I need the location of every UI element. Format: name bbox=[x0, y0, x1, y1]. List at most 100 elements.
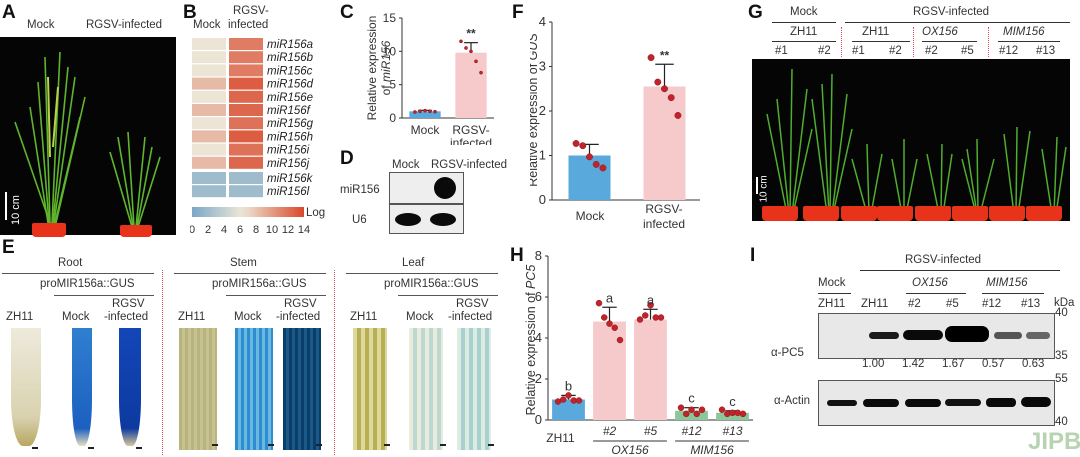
pot bbox=[841, 206, 877, 221]
data-point bbox=[565, 392, 572, 399]
heatmap-cell bbox=[192, 77, 226, 90]
data-point bbox=[418, 109, 422, 114]
panel-label-e: E bbox=[2, 237, 15, 258]
blot-band bbox=[863, 399, 899, 407]
f-xlabel-rgsv: infected bbox=[643, 217, 685, 231]
colorbar-tick-label: 14 bbox=[298, 224, 310, 236]
data-point bbox=[674, 112, 682, 119]
chart-f: 0 1 2 3 4 ** Relative expression of GUS Mock RGS… bbox=[530, 14, 700, 231]
data-point bbox=[572, 140, 580, 147]
panel-label-f: F bbox=[512, 2, 524, 23]
blot-i-actin bbox=[818, 380, 1055, 426]
panel-a-mock-label: Mock bbox=[27, 19, 55, 31]
heatmap-cell bbox=[192, 172, 226, 184]
g-line-label: #2 bbox=[889, 45, 902, 57]
panel-label-a: A bbox=[2, 2, 16, 23]
heatmap-cell bbox=[192, 104, 226, 116]
c-xlabel-rgsv: infected bbox=[450, 136, 492, 145]
pot-rgsv bbox=[120, 225, 152, 237]
gus-stained-root-sample bbox=[72, 328, 92, 446]
h-xlabel: #13 bbox=[722, 424, 742, 438]
panel-a-rgsv-label: RGSV-infected bbox=[86, 19, 163, 31]
e-tissue-line bbox=[2, 273, 154, 274]
data-point bbox=[734, 409, 741, 417]
data-point bbox=[469, 49, 473, 54]
i-underline bbox=[906, 293, 966, 294]
heatmap-cell bbox=[192, 51, 226, 64]
heatmap-colorbar: Log 0 2 4 6 8 10 12 14 bbox=[190, 207, 325, 236]
g-line-label: #13 bbox=[1036, 45, 1056, 57]
data-point bbox=[654, 78, 662, 86]
y-tick-label: 2 bbox=[535, 371, 542, 386]
heatmap-row-label: miR156f bbox=[267, 105, 312, 117]
blot-d-mir156 bbox=[389, 172, 464, 204]
g-divider bbox=[841, 27, 842, 57]
blot-band bbox=[994, 332, 1022, 339]
i-subgroup-ox156: OX156 bbox=[912, 277, 948, 289]
e-sample-mock: Mock bbox=[62, 311, 90, 323]
data-point bbox=[667, 94, 675, 102]
e-sample-mock: Mock bbox=[406, 311, 434, 323]
e-sample-mock: Mock bbox=[234, 311, 262, 323]
heatmap-cell bbox=[229, 156, 263, 169]
c-xlabel-rgsv: RGSV- bbox=[452, 123, 489, 137]
bar bbox=[593, 321, 626, 420]
i-lane-label: ZH11 bbox=[818, 298, 846, 310]
tissue-scale-bar bbox=[316, 444, 322, 446]
panel-label-g: G bbox=[748, 2, 763, 23]
e-sample-zh11: ZH11 bbox=[6, 311, 34, 323]
gus-stained-leaf-sample bbox=[409, 328, 443, 450]
h-group-label-ox156: OX156 bbox=[611, 443, 649, 457]
significance-letter: c bbox=[688, 391, 695, 406]
h-xlabel: #5 bbox=[644, 424, 658, 438]
colorbar-tick-label: 8 bbox=[253, 224, 259, 236]
i-lane-label: #12 bbox=[982, 298, 1002, 310]
i-pc5-label: α-PC5 bbox=[771, 347, 804, 359]
data-point bbox=[606, 320, 613, 327]
blot-band bbox=[1026, 332, 1050, 339]
blot-band bbox=[905, 399, 941, 407]
e-sample-rgsv: RGSV bbox=[284, 298, 317, 310]
panel-label-h: H bbox=[510, 245, 524, 266]
e-sample-rgsv: RGSV bbox=[112, 298, 145, 310]
heatmap-col-rgsv-line2: infected bbox=[228, 19, 269, 31]
data-point bbox=[677, 404, 685, 411]
panel-label-d: D bbox=[340, 148, 354, 169]
blot-band bbox=[430, 213, 456, 226]
i-group-rgsv: RGSV-infected bbox=[905, 254, 982, 266]
e-construct-label: proMIR156a::GUS bbox=[40, 278, 135, 290]
g-subgroup-ox156: OX156 bbox=[922, 26, 958, 38]
blot-band bbox=[827, 400, 857, 406]
data-point bbox=[423, 108, 427, 113]
tissue-scale-bar bbox=[440, 444, 446, 446]
h-xlabel: ZH11 bbox=[546, 431, 575, 445]
heatmap-row-label: miR156c bbox=[267, 65, 313, 77]
i-marker: 40 bbox=[1055, 416, 1068, 428]
gus-stained-stem-sample bbox=[235, 328, 273, 450]
gus-stained-root-sample bbox=[11, 328, 41, 446]
rice-plants-illustration bbox=[14, 51, 161, 228]
i-actin-label: α-Actin bbox=[774, 395, 811, 407]
heatmap-row-label: miR156b bbox=[267, 52, 314, 64]
e-construct-line bbox=[226, 295, 326, 296]
significance-marker: ** bbox=[660, 48, 670, 62]
e-construct-line bbox=[54, 295, 154, 296]
i-lane-label: ZH11 bbox=[861, 298, 889, 310]
bar bbox=[634, 319, 667, 420]
y-tick-label: 15 bbox=[383, 11, 397, 25]
h-xlabel: #12 bbox=[681, 424, 701, 438]
data-point bbox=[647, 301, 654, 309]
blot-band bbox=[903, 330, 943, 340]
blot-band bbox=[869, 332, 899, 339]
e-tissue-name-leaf: Leaf bbox=[402, 257, 425, 269]
e-tissue-line bbox=[346, 273, 498, 274]
data-point bbox=[575, 397, 583, 404]
heatmap-cell bbox=[229, 104, 263, 116]
i-marker: 35 bbox=[1055, 350, 1068, 362]
data-point bbox=[724, 410, 731, 418]
pot bbox=[989, 206, 1025, 221]
g-group-mock: Mock bbox=[790, 6, 818, 18]
y-tick-label: 0 bbox=[389, 111, 396, 125]
heatmap-cell bbox=[229, 77, 263, 90]
tissue-scale-bar bbox=[88, 447, 94, 449]
